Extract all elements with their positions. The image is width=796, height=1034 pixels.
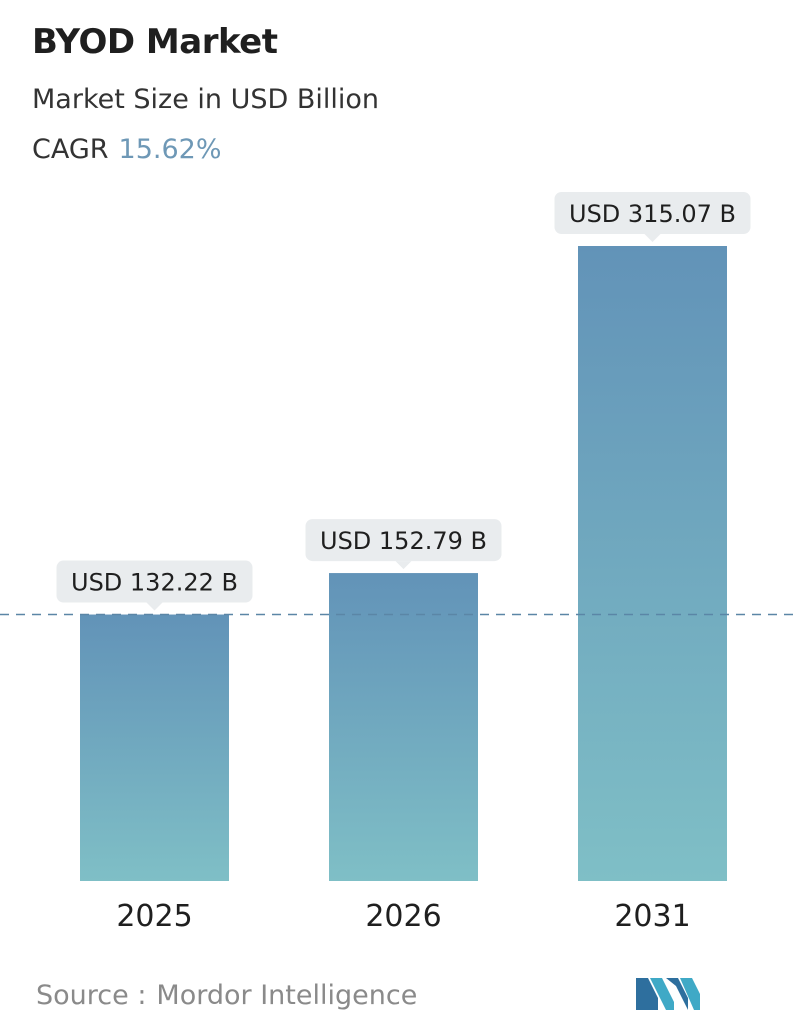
- chart-title: BYOD Market: [32, 22, 278, 62]
- source-name: Mordor Intelligence: [156, 980, 418, 1011]
- cagr-value: 15.62%: [118, 134, 222, 165]
- mordor-intelligence-logo-icon: [636, 978, 700, 1010]
- source-label: Source :: [36, 980, 147, 1011]
- cagr-label: CAGR: [32, 134, 109, 165]
- bar-chart: USD 132.22 B 2025 USD 152.79 B 2026 USD 315.…: [0, 192, 796, 934]
- data-label-2025: USD 132.22 B: [56, 560, 253, 611]
- bar-2031: [578, 246, 727, 881]
- bar-2025: [80, 614, 229, 881]
- chart-subtitle: Market Size in USD Billion: [32, 84, 380, 115]
- cagr-line: CAGR 15.62%: [32, 134, 221, 165]
- x-tick-label-2031: 2031: [614, 899, 690, 934]
- data-label-text: USD 315.07 B: [569, 200, 736, 228]
- source-line: Source : Mordor Intelligence: [36, 980, 417, 1011]
- data-label-text: USD 132.22 B: [71, 569, 238, 597]
- x-tick-label-2025: 2025: [116, 899, 192, 934]
- data-label-2026: USD 152.79 B: [305, 519, 502, 570]
- data-label-2031: USD 315.07 B: [554, 192, 751, 242]
- x-tick-label-2026: 2026: [365, 899, 441, 934]
- data-label-text: USD 152.79 B: [320, 527, 487, 555]
- bar-2026: [329, 573, 478, 881]
